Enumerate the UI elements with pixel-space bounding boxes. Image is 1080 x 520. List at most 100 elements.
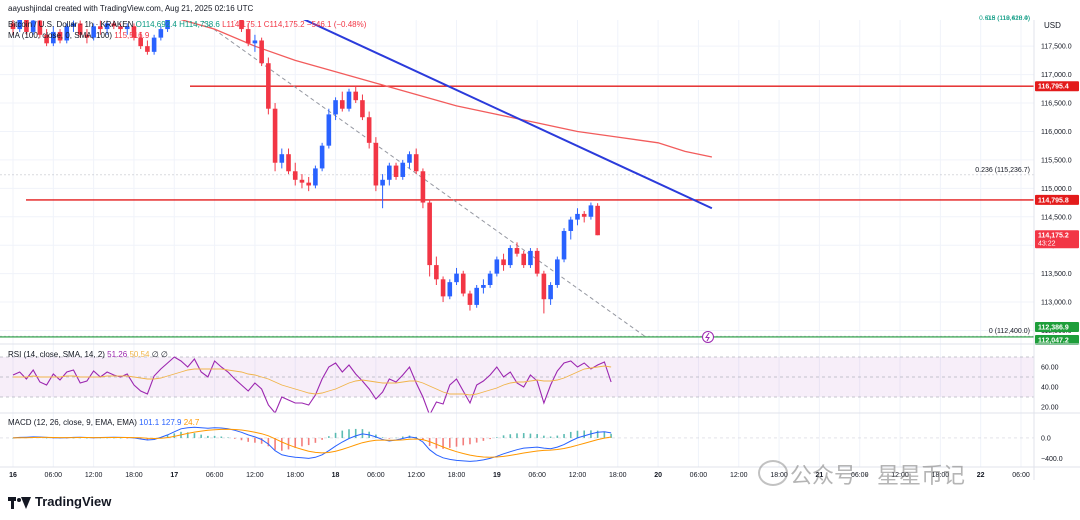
alert-icon[interactable]	[702, 331, 714, 343]
grid	[0, 20, 1034, 467]
macd-histogram-bar	[328, 436, 330, 438]
macd-histogram-bar	[341, 430, 344, 438]
macd-histogram-bar	[395, 437, 397, 439]
macd-histogram-bar	[166, 435, 169, 438]
macd-histogram-bar	[442, 437, 444, 449]
macd-histogram-bar	[475, 437, 478, 443]
time-tick-label: 18:00	[932, 472, 950, 479]
macd-histogram-bar	[146, 437, 149, 440]
candle-body	[279, 154, 285, 163]
candle	[299, 174, 305, 189]
price-label-text: 116,795.4	[1038, 84, 1069, 91]
macd-histogram-bar	[516, 433, 518, 438]
rsi-tick-label: 20.00	[1041, 405, 1059, 412]
candle	[259, 37, 264, 67]
candle-body	[17, 20, 23, 30]
candle-body	[30, 20, 36, 32]
macd-histogram-bar	[401, 436, 404, 438]
price-tick-label: 116,500.0	[1041, 101, 1072, 108]
macd-histogram-bar	[388, 437, 391, 439]
time-tick-label: 18	[332, 472, 340, 479]
time-tick-label: 06:00	[206, 472, 224, 479]
time-tick-label: 18:00	[286, 472, 304, 479]
macd-histogram-bar	[106, 437, 108, 439]
bearish-trendline	[302, 20, 713, 210]
macd-histogram-bar	[287, 437, 290, 450]
macd-histogram-bar	[274, 437, 276, 450]
macd-histogram-bar	[86, 437, 88, 439]
macd-histogram-bar	[92, 437, 95, 439]
candle-body	[413, 154, 419, 172]
macd-histogram-bar	[482, 437, 485, 441]
macd-legend[interactable]: MACD (12, 26, close, 9, EMA, EMA) 101.1 …	[8, 418, 199, 427]
time-tick-label: 06:00	[690, 472, 708, 479]
macd-histogram-bar	[314, 437, 317, 443]
candle	[595, 203, 600, 236]
time-tick-label: 12:00	[891, 472, 909, 479]
symbol-legend[interactable]: Bitcoin / U.S. Dollar · 1h · KRAKEN O114…	[8, 20, 366, 29]
candle	[393, 162, 399, 180]
candle	[292, 162, 298, 186]
candle	[555, 256, 560, 288]
candle	[353, 85, 359, 104]
candle-body	[91, 26, 96, 38]
macd-histogram-bar	[563, 434, 565, 438]
macd-histogram-bar	[307, 437, 310, 446]
macd-histogram-bar	[375, 434, 377, 438]
candle-body	[98, 26, 103, 30]
candle	[481, 279, 486, 294]
candle-body	[575, 213, 580, 220]
macd-histogram-bar	[301, 437, 303, 447]
candle-body	[474, 287, 479, 305]
time-tick-label: 18:00	[125, 472, 143, 479]
rsi-legend[interactable]: RSI (14, close, SMA, 14, 2) 51.26 50.54 …	[8, 350, 168, 359]
watermark: 公众号 · 星星币记	[790, 464, 965, 489]
candle-body	[353, 91, 359, 101]
candle-body	[507, 248, 513, 266]
candle-body	[346, 91, 352, 109]
macd-histogram-bar	[99, 437, 102, 439]
rsi-ma-value: 50.54	[129, 350, 150, 359]
macd-histogram-bar	[200, 434, 202, 438]
candle-body	[24, 20, 29, 32]
macd-histogram-bar	[576, 430, 579, 438]
candle	[272, 103, 278, 172]
candle	[487, 270, 493, 288]
candle	[380, 174, 385, 209]
candle-body	[501, 259, 506, 266]
candle-body	[77, 23, 83, 35]
macd-histogram-bar	[260, 437, 263, 444]
candle	[346, 88, 352, 112]
tradingview-logo[interactable]: TradingView	[8, 494, 111, 509]
ma100-line	[180, 20, 713, 158]
candle	[568, 216, 574, 240]
candle-body	[494, 259, 500, 274]
candle-body	[440, 279, 446, 297]
price-label-bg	[1035, 230, 1079, 249]
macd-histogram-bar	[529, 433, 532, 438]
price-label-bg	[1035, 194, 1079, 205]
candle-body	[420, 171, 426, 203]
candle-body	[393, 165, 399, 177]
macd-tick-label: 0.0	[1041, 435, 1051, 442]
candle	[165, 20, 170, 32]
macd-histogram-bar	[449, 437, 451, 448]
tradingview-logo-text: TradingView	[35, 494, 112, 509]
ohlc-low: L114,175.1	[222, 20, 262, 29]
macd-histogram-bar	[119, 437, 122, 439]
macd-histogram-bar	[543, 435, 545, 438]
ma-legend[interactable]: MA (100, close, 0, SMA, 100) 115,516.9	[8, 31, 149, 40]
candle-body	[71, 23, 76, 27]
rsi-ma-line	[13, 365, 612, 396]
macd-signal-value: 127.9	[161, 418, 182, 427]
price-label: 114,795.8	[1035, 194, 1079, 205]
time-tick-label: 06:00	[851, 472, 869, 479]
candle	[266, 57, 271, 115]
rsi-legend-v3: ∅	[151, 350, 159, 359]
macd-histogram-bar	[281, 437, 283, 451]
candle	[245, 23, 251, 47]
candle-body	[57, 31, 63, 41]
macd-histogram-bar	[12, 437, 14, 439]
macd-hist-value: 24.7	[183, 418, 200, 427]
candle	[64, 23, 70, 44]
